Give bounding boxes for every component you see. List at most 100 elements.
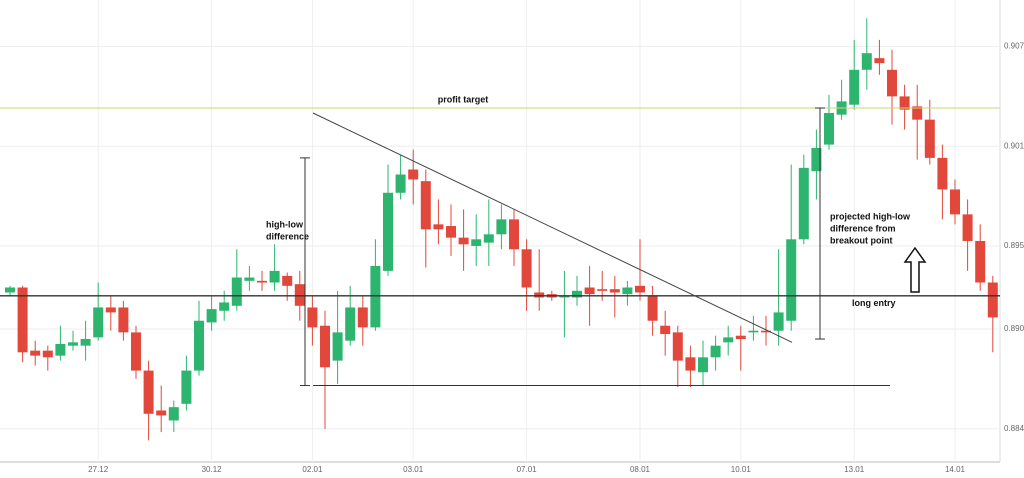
x-tick-label: 07.01 bbox=[517, 465, 538, 474]
candle-body bbox=[269, 270, 280, 283]
candle-body bbox=[584, 287, 595, 295]
candle-body bbox=[320, 325, 330, 368]
candle-body bbox=[609, 289, 620, 293]
candle-body bbox=[68, 342, 78, 346]
candle-body bbox=[912, 106, 923, 120]
candle-body bbox=[962, 214, 973, 241]
candle-body bbox=[509, 219, 519, 250]
x-tick-label: 27.12 bbox=[88, 465, 109, 474]
candle-body bbox=[168, 407, 179, 421]
candle-body bbox=[811, 147, 822, 172]
candle-body bbox=[131, 332, 141, 371]
trendline bbox=[312, 112, 793, 343]
candle-body bbox=[332, 332, 343, 361]
x-tick-label: 02.01 bbox=[302, 465, 323, 474]
x-tick-label: 03.01 bbox=[403, 465, 424, 474]
candle-body bbox=[685, 357, 696, 371]
candle-body bbox=[446, 226, 456, 238]
candle-body bbox=[294, 284, 305, 306]
candle-body bbox=[950, 189, 960, 215]
candle-body bbox=[622, 287, 633, 295]
x-tick-label: 10.01 bbox=[731, 465, 752, 474]
candle-body bbox=[395, 174, 406, 193]
y-tick-label: 0.9070 bbox=[1004, 42, 1024, 51]
candle-body bbox=[786, 239, 797, 321]
candle-body bbox=[861, 53, 872, 70]
candle-body bbox=[521, 249, 532, 288]
candle-body bbox=[660, 325, 671, 335]
candle-body bbox=[357, 307, 368, 328]
candle-body bbox=[219, 302, 230, 311]
candle-body bbox=[924, 119, 935, 158]
candle-body bbox=[244, 277, 255, 281]
candle-body bbox=[735, 335, 746, 340]
candle-body bbox=[458, 237, 469, 245]
candle-body bbox=[156, 410, 167, 416]
measure-label: breakout point bbox=[830, 235, 893, 245]
candle-body bbox=[534, 292, 545, 298]
candle-body bbox=[647, 295, 658, 321]
candle-body bbox=[345, 307, 356, 341]
candle-body bbox=[408, 169, 419, 180]
candle-body bbox=[307, 307, 318, 328]
candle-body bbox=[698, 357, 708, 373]
candle-body bbox=[874, 58, 885, 64]
candle-body bbox=[105, 307, 116, 313]
measure-label: projected high-low bbox=[830, 211, 911, 221]
candle-body bbox=[5, 287, 15, 293]
candle-body bbox=[257, 280, 267, 283]
candle-body bbox=[194, 320, 204, 371]
level-label: profit target bbox=[438, 94, 489, 104]
candle-body bbox=[672, 332, 683, 361]
candle-body bbox=[17, 287, 28, 353]
measure-label: high-low bbox=[266, 219, 304, 229]
x-tick-label: 13.01 bbox=[844, 465, 865, 474]
candle-body bbox=[572, 290, 582, 298]
candle-body bbox=[30, 350, 41, 356]
x-tick-label: 08.01 bbox=[630, 465, 651, 474]
candle-body bbox=[635, 285, 645, 293]
x-tick-label: 14.01 bbox=[945, 465, 966, 474]
candle-body bbox=[496, 219, 507, 235]
candle-body bbox=[383, 192, 393, 271]
candle-body bbox=[231, 277, 242, 306]
x-tick-label: 30.12 bbox=[202, 465, 223, 474]
candle-body bbox=[118, 307, 129, 333]
candle-body bbox=[748, 330, 759, 333]
candle-body bbox=[723, 337, 734, 343]
candle-body bbox=[206, 309, 217, 323]
candle-body bbox=[887, 69, 897, 97]
candle-body bbox=[420, 181, 431, 230]
candle-body bbox=[987, 282, 998, 318]
candle-body bbox=[80, 339, 91, 346]
candle-body bbox=[93, 307, 104, 338]
candle-body bbox=[761, 330, 771, 333]
candle-body bbox=[483, 234, 494, 243]
up-arrow bbox=[903, 246, 927, 293]
candle-body bbox=[849, 69, 860, 105]
measure-label: difference from bbox=[830, 223, 896, 233]
candle-body bbox=[370, 265, 381, 328]
candle-body bbox=[773, 312, 784, 331]
candle-body bbox=[471, 239, 482, 246]
candle-body bbox=[899, 96, 910, 110]
candle-body bbox=[798, 167, 809, 240]
candle-body bbox=[975, 240, 986, 283]
candle-body bbox=[143, 370, 154, 414]
candle-body bbox=[937, 157, 948, 190]
measure-label: difference bbox=[266, 231, 309, 241]
candle-body bbox=[282, 275, 293, 286]
candle-body bbox=[597, 289, 608, 291]
candle-body bbox=[42, 350, 53, 358]
candle-body bbox=[710, 345, 721, 358]
level-label: long entry bbox=[852, 298, 896, 308]
candle-body bbox=[433, 224, 444, 230]
candle-body bbox=[55, 344, 66, 356]
candle-body bbox=[181, 370, 192, 404]
candle-body bbox=[559, 295, 570, 298]
